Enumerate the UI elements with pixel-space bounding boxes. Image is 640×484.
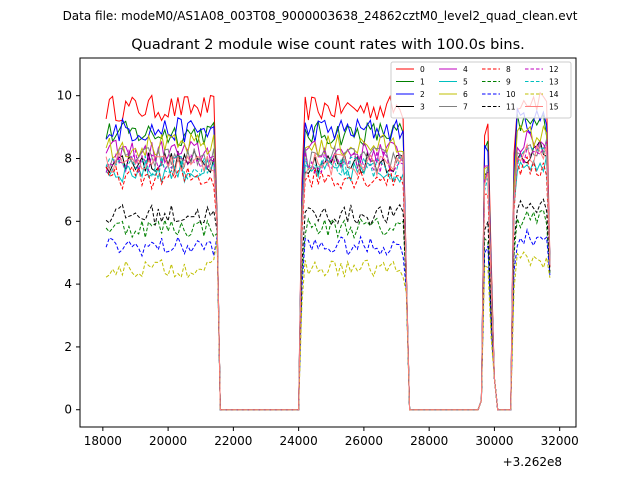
legend-label: 7: [463, 103, 468, 112]
legend-label: 13: [549, 78, 559, 87]
legend-label: 4: [463, 65, 468, 74]
legend-label: 15: [549, 103, 559, 112]
legend-label: 0: [420, 65, 425, 74]
legend-label: 10: [506, 90, 516, 99]
legend-box: [390, 61, 572, 119]
legend-label: 6: [463, 90, 468, 99]
y-tick-label: 4: [64, 277, 72, 291]
series-lines: [105, 91, 551, 411]
axes: 18000 20000 22000 24000 26000 28000 30000 32000…: [57, 57, 579, 448]
x-tick-label: 28000: [410, 434, 448, 448]
legend-label: 5: [463, 78, 468, 87]
series-line-15: [105, 142, 551, 411]
y-tick-label: 0: [64, 403, 72, 417]
x-tick-label: 20000: [149, 434, 187, 448]
y-tick-label: 8: [64, 151, 72, 165]
x-tick-label: 32000: [541, 434, 579, 448]
x-tick-label: 18000: [84, 434, 122, 448]
x-tick-label: 30000: [475, 434, 513, 448]
legend-label: 1: [420, 78, 425, 87]
x-tick-label: 26000: [345, 434, 383, 448]
legend-label: 9: [506, 78, 511, 87]
chart-title: Quadrant 2 module wise count rates with …: [131, 37, 525, 53]
legend-label: 12: [549, 65, 559, 74]
legend-label: 11: [506, 103, 516, 112]
plot-frame: [79, 57, 577, 428]
legend-label: 8: [506, 65, 511, 74]
x-offset-label: +3.262e8: [503, 455, 562, 469]
figure-suptitle: Data file: modeM0/AS1A08_003T08_90000036…: [63, 9, 578, 23]
x-tick-label: 24000: [280, 434, 318, 448]
x-tick-label: 22000: [214, 434, 252, 448]
legend-label: 2: [420, 90, 425, 99]
legend-label: 14: [549, 90, 559, 99]
y-tick-label: 2: [64, 340, 72, 354]
y-tick-label: 6: [64, 214, 72, 228]
y-tick-label: 10: [57, 89, 72, 103]
legend-label: 3: [420, 103, 425, 112]
